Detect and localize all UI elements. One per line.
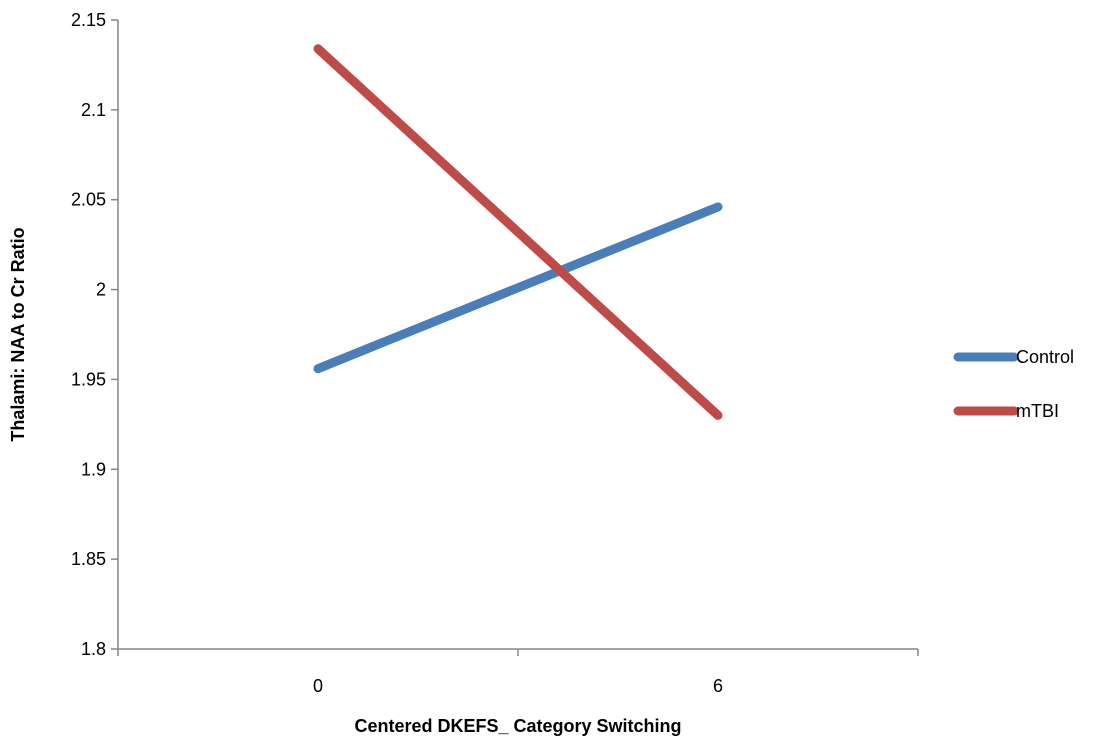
x-axis-title: Centered DKEFS_ Category Switching <box>354 716 681 736</box>
legend-label-control: Control <box>1016 347 1074 367</box>
legend: Control mTBI <box>953 347 1074 421</box>
y-tick-label: 2 <box>96 280 106 300</box>
y-tick-label: 2.1 <box>81 100 106 120</box>
series-lines <box>313 44 723 420</box>
series-line-mtbi <box>313 44 723 420</box>
y-tick-label: 1.95 <box>71 369 106 389</box>
y-tick-label: 2.15 <box>71 10 106 30</box>
series-line-control <box>313 202 723 374</box>
x-tick-label: 0 <box>313 676 323 696</box>
y-tick-label: 1.85 <box>71 549 106 569</box>
y-tick-label: 1.9 <box>81 459 106 479</box>
y-tick-label: 1.8 <box>81 639 106 659</box>
y-tick-label: 2.05 <box>71 190 106 210</box>
y-ticks: 1.8 1.85 1.9 1.95 2 2.05 2.1 2.15 <box>71 10 118 659</box>
x-tick-label: 6 <box>713 676 723 696</box>
legend-label-mtbi: mTBI <box>1016 401 1059 421</box>
y-axis-title: Thalami: NAA to Cr Ratio <box>8 227 28 441</box>
axes <box>117 20 918 650</box>
